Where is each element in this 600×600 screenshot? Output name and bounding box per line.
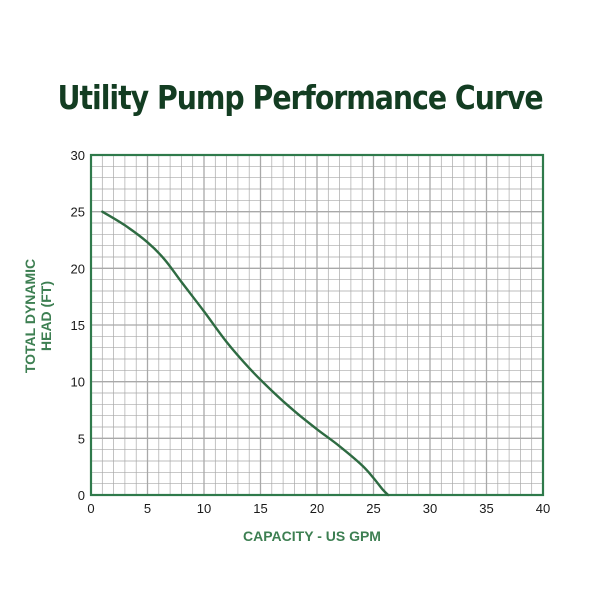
y-tick-label: 15 [71,318,85,333]
x-tick-label: 0 [87,501,94,516]
x-tick-label: 10 [197,501,211,516]
x-tick-label: 30 [423,501,437,516]
x-tick-label: 15 [253,501,267,516]
y-tick-label: 20 [71,261,85,276]
performance-curve-line [101,210,390,497]
y-axis-title-line-1: TOTAL DYNAMIC [22,259,38,373]
x-tick-labels: 0 5 10 15 20 25 30 35 40 [87,501,550,516]
x-tick-label: 35 [479,501,493,516]
y-axis-title: TOTAL DYNAMIC HEAD (FT) [22,259,54,373]
y-tick-label: 10 [71,375,85,390]
y-tick-label: 0 [78,488,85,503]
x-tick-label: 20 [310,501,324,516]
x-axis-title: CAPACITY - US GPM [243,528,381,544]
plot-frame [89,153,545,497]
series [101,210,390,497]
y-tick-label: 25 [71,205,85,220]
x-tick-label: 5 [144,501,151,516]
y-tick-labels: 0 5 10 15 20 25 30 [71,148,85,503]
y-axis-title-line-2: HEAD (FT) [38,281,54,351]
x-tick-label: 40 [536,501,550,516]
y-tick-label: 30 [71,148,85,163]
x-tick-label: 25 [366,501,380,516]
plot-border [89,153,545,497]
grid [91,155,543,495]
y-tick-label: 5 [78,431,85,446]
chart-title: Utility Pump Performance Curve [57,78,543,117]
